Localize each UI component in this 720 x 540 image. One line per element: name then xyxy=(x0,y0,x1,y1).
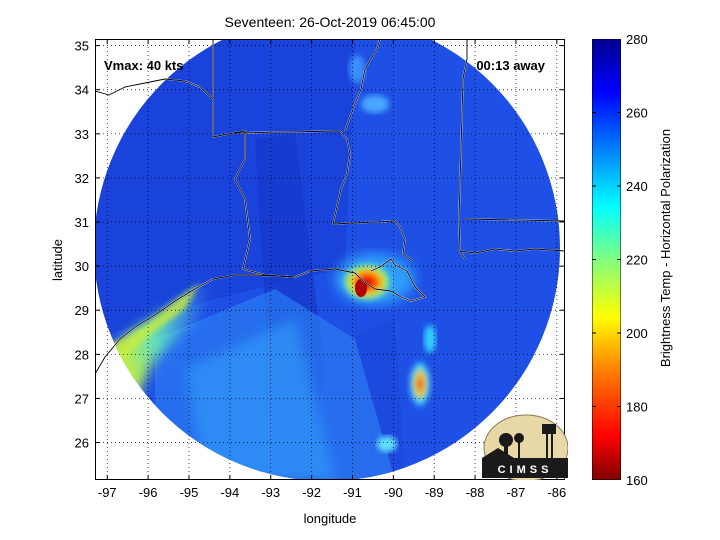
y-tick-label: 28 xyxy=(75,347,89,362)
colorbar-tick-label: 220 xyxy=(626,253,648,268)
x-tick-label: -94 xyxy=(220,485,239,500)
colorbar-gradient xyxy=(592,39,621,480)
colorbar xyxy=(592,39,621,480)
y-tick-label: 34 xyxy=(75,83,89,98)
time-away-label: 00:13 away xyxy=(476,58,545,73)
x-tick-label: -90 xyxy=(384,485,403,500)
x-tick-label: -88 xyxy=(466,485,485,500)
colorbar-ticks xyxy=(592,39,621,480)
map-boundaries-inner xyxy=(95,39,565,375)
radiometer-swath xyxy=(95,39,560,480)
x-axis-label: longitude xyxy=(304,511,357,526)
colorbar-tick-label: 240 xyxy=(626,179,648,194)
y-tick-label: 32 xyxy=(75,171,89,186)
y-tick-label: 33 xyxy=(75,127,89,142)
x-tick-label: -93 xyxy=(261,485,280,500)
plot-title: Seventeen: 26-Oct-2019 06:45:00 xyxy=(224,14,436,30)
colorbar-tick-labels: 280 260 240 220 200 180 160 xyxy=(626,32,648,488)
y-tick-labels: 26 27 28 29 30 31 32 33 34 35 xyxy=(75,39,89,451)
y-axis-label: latitude xyxy=(50,239,65,281)
vmax-label: Vmax: 40 kts xyxy=(104,58,184,73)
cimss-logo-text: CIMSS xyxy=(498,464,553,476)
y-tick-label: 31 xyxy=(75,215,89,230)
x-tick-label: -89 xyxy=(425,485,444,500)
colorbar-tick-label: 260 xyxy=(626,106,648,121)
cimss-logo: CIMSS xyxy=(482,414,568,480)
x-tick-label: -92 xyxy=(302,485,321,500)
colorbar-label: Brightness Temp - Horizontal Polarizatio… xyxy=(658,129,673,367)
axis-ticks xyxy=(95,39,565,480)
x-tick-label: -96 xyxy=(139,485,158,500)
map-plot: Vmax: 40 kts 00:13 away xyxy=(95,39,565,480)
x-tick-label: -95 xyxy=(180,485,199,500)
colorbar-tick-label: 280 xyxy=(626,32,648,47)
y-tick-label: 35 xyxy=(75,39,89,54)
x-tick-labels: -97 -96 -95 -94 -93 -92 -91 -90 -89 -88 -87 -86 xyxy=(98,485,566,500)
colorbar-tick-label: 180 xyxy=(626,400,648,415)
plot-frame xyxy=(95,39,565,480)
x-tick-label: -86 xyxy=(547,485,566,500)
x-tick-label: -97 xyxy=(98,485,117,500)
grid-lines xyxy=(95,39,565,480)
y-tick-label: 30 xyxy=(75,259,89,274)
x-tick-label: -87 xyxy=(507,485,526,500)
y-tick-label: 26 xyxy=(75,436,89,451)
x-tick-label: -91 xyxy=(343,485,362,500)
y-tick-label: 27 xyxy=(75,391,89,406)
colorbar-tick-label: 160 xyxy=(626,473,648,488)
colorbar-tick-label: 200 xyxy=(626,326,648,341)
y-tick-label: 29 xyxy=(75,303,89,318)
